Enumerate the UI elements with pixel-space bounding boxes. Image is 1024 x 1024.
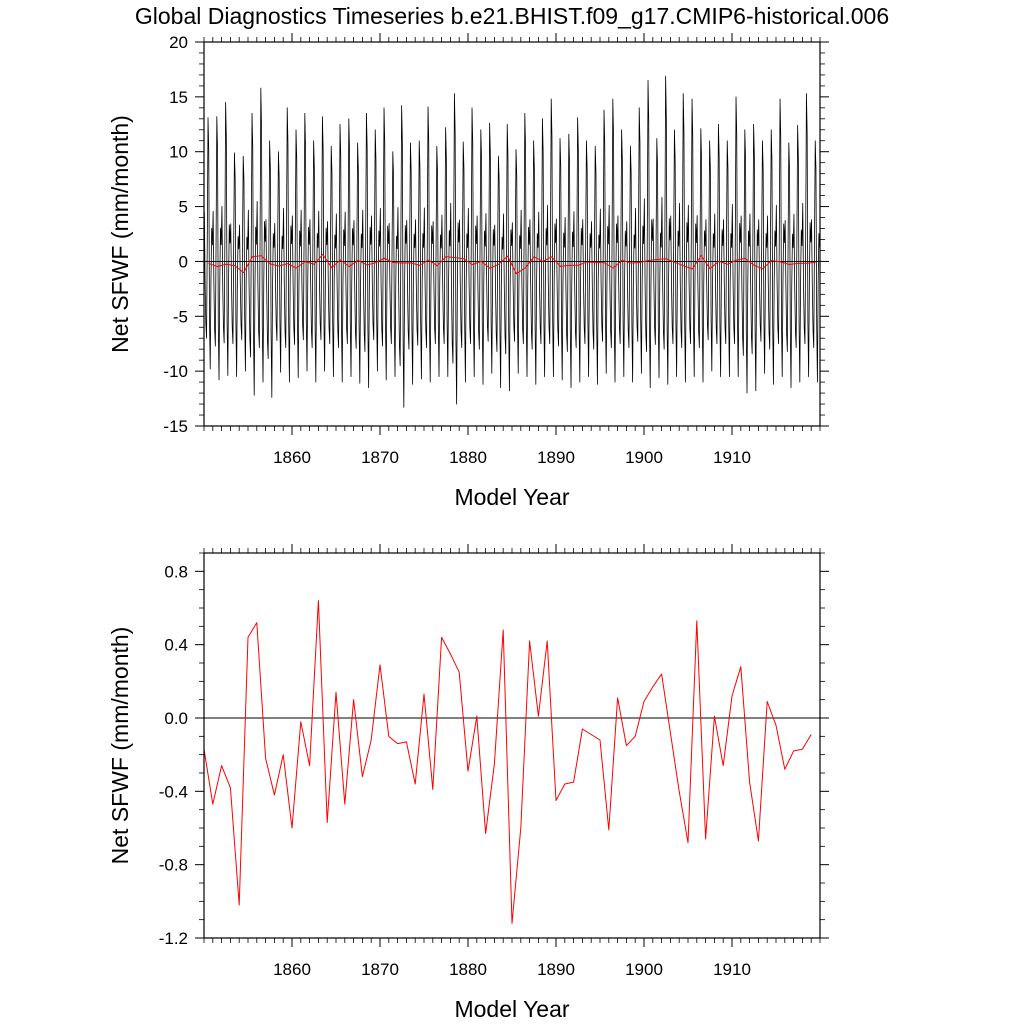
y-tick-label: -15 (163, 417, 188, 436)
y-tick-label: -0.4 (159, 782, 188, 801)
y-tick-label: 0.8 (164, 562, 188, 581)
y-axis-label: Net SFWF (mm/month) (107, 627, 133, 865)
x-tick-label: 1870 (361, 448, 399, 467)
x-axis-label: Model Year (454, 996, 569, 1022)
annual-series-line (208, 253, 816, 275)
y-tick-label: -1.2 (159, 929, 188, 948)
y-tick-label: 5 (179, 198, 188, 217)
plot-frame (203, 552, 821, 939)
x-tick-label: 1910 (713, 960, 751, 979)
x-tick-label: 1860 (273, 448, 311, 467)
x-tick-label: 1880 (449, 448, 487, 467)
x-tick-label: 1870 (361, 960, 399, 979)
monthly-series-line (203, 75, 821, 408)
y-tick-label: -5 (173, 307, 188, 326)
x-tick-label: 1860 (273, 960, 311, 979)
y-tick-label: 0.4 (164, 636, 188, 655)
y-tick-label: 20 (169, 33, 188, 52)
x-tick-label: 1880 (449, 960, 487, 979)
y-tick-label: 15 (169, 88, 188, 107)
x-tick-label: 1890 (537, 448, 575, 467)
x-axis-label: Model Year (454, 484, 569, 510)
y-tick-label: 10 (169, 143, 188, 162)
x-tick-label: 1900 (625, 448, 663, 467)
y-tick-label: 0.0 (164, 709, 188, 728)
x-tick-label: 1890 (537, 960, 575, 979)
y-tick-label: 0 (179, 252, 188, 271)
y-tick-label: -0.8 (159, 856, 188, 875)
chart-title: Global Diagnostics Timeseries b.e21.BHIS… (135, 3, 889, 29)
monthly-timeseries-panel: -15 -10 -5 0 5 10 15 20 1860 1870 1880 1890 1900 1910… (107, 33, 829, 510)
y-tick-label: -10 (163, 362, 188, 381)
annual-mean-panel: -1.2 -0.8 -0.4 0.0 0.4 0.8 1860 1870 1880 1890 190… (107, 544, 829, 1022)
y-axis-label: Net SFWF (mm/month) (107, 115, 133, 353)
x-tick-label: 1910 (713, 448, 751, 467)
annual-series-line (203, 600, 812, 924)
x-tick-label: 1900 (625, 960, 663, 979)
